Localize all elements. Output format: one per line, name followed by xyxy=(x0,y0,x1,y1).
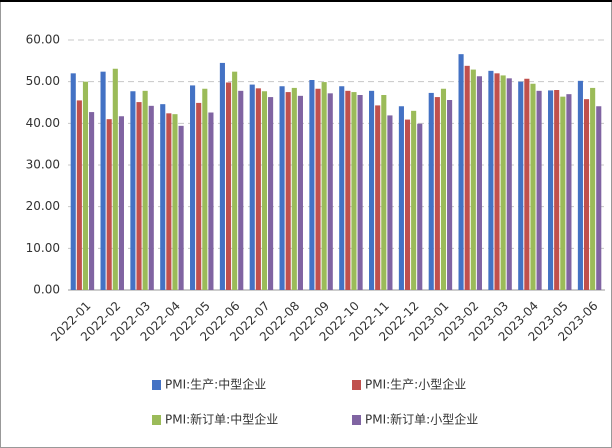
legend-label: PMI:生产:小型企业 xyxy=(365,377,466,392)
bar xyxy=(506,78,512,290)
bar xyxy=(106,119,112,291)
bar xyxy=(160,104,166,291)
bar xyxy=(464,65,470,290)
bar xyxy=(219,62,225,290)
bar xyxy=(190,85,196,291)
y-tick-label: 10.00 xyxy=(26,241,60,255)
bar xyxy=(142,90,148,290)
bar xyxy=(590,87,596,291)
bar xyxy=(238,90,244,290)
bar xyxy=(279,86,285,290)
bar xyxy=(148,105,154,290)
bar xyxy=(440,88,447,290)
legend-swatch xyxy=(152,415,161,425)
bar xyxy=(202,88,208,290)
bar xyxy=(82,81,89,291)
bar xyxy=(327,93,333,290)
y-tick-label: 60.00 xyxy=(26,33,60,47)
bar xyxy=(351,92,357,290)
bar xyxy=(118,116,124,290)
bar xyxy=(357,95,363,290)
bar xyxy=(112,68,118,290)
bar xyxy=(249,84,255,290)
bar xyxy=(309,80,315,290)
bar xyxy=(411,110,417,290)
bar xyxy=(548,90,554,291)
y-tick-label: 30.00 xyxy=(26,158,60,172)
bar xyxy=(178,125,184,290)
bar xyxy=(261,91,268,290)
y-tick-label: 40.00 xyxy=(26,116,60,130)
bar xyxy=(166,113,172,290)
bar xyxy=(596,106,602,290)
bar xyxy=(554,90,560,290)
bar xyxy=(381,95,387,290)
bar xyxy=(339,86,345,290)
bar xyxy=(500,75,506,291)
bar xyxy=(136,102,142,290)
legend-swatch xyxy=(352,380,361,390)
legend-label: PMI:新订单:小型企业 xyxy=(365,412,478,427)
bar xyxy=(297,95,303,290)
bar xyxy=(172,114,178,291)
bar xyxy=(488,70,494,290)
bar xyxy=(70,73,76,290)
bar xyxy=(447,100,453,290)
bar xyxy=(470,69,476,290)
bar xyxy=(476,76,482,290)
bar xyxy=(398,106,404,290)
bar xyxy=(89,112,95,290)
bar xyxy=(560,96,566,291)
y-tick-label: 50.00 xyxy=(26,74,60,88)
bar xyxy=(268,97,274,290)
legend-swatch xyxy=(152,380,161,390)
bar xyxy=(196,102,202,291)
bar xyxy=(255,88,261,290)
legend-label: PMI:新订单:中型企业 xyxy=(165,412,278,427)
bar xyxy=(583,99,590,291)
bar xyxy=(291,87,297,291)
bar xyxy=(518,81,524,291)
bar xyxy=(76,100,82,291)
bar xyxy=(458,54,464,290)
bar xyxy=(225,82,232,290)
bar xyxy=(387,115,393,291)
bar xyxy=(232,71,238,291)
bar xyxy=(345,90,351,290)
y-tick-label: 20.00 xyxy=(26,199,60,213)
legend-swatch xyxy=(352,415,361,425)
bar xyxy=(536,90,542,290)
y-tick-label: 0.00 xyxy=(33,283,60,297)
legend-label: PMI:生产:中型企业 xyxy=(165,377,266,392)
bar xyxy=(369,90,375,290)
bar xyxy=(100,71,106,291)
bar xyxy=(434,97,440,290)
bar xyxy=(566,94,572,291)
bar xyxy=(315,88,321,290)
bar xyxy=(130,91,136,290)
bar xyxy=(417,123,423,290)
bar xyxy=(404,119,411,290)
bar xyxy=(285,92,291,290)
bar xyxy=(321,82,327,290)
bar xyxy=(428,92,434,291)
bar xyxy=(208,112,214,290)
bar xyxy=(494,73,500,290)
bar xyxy=(577,80,583,290)
bar xyxy=(375,105,381,291)
bar xyxy=(530,83,536,290)
bar xyxy=(524,78,530,290)
